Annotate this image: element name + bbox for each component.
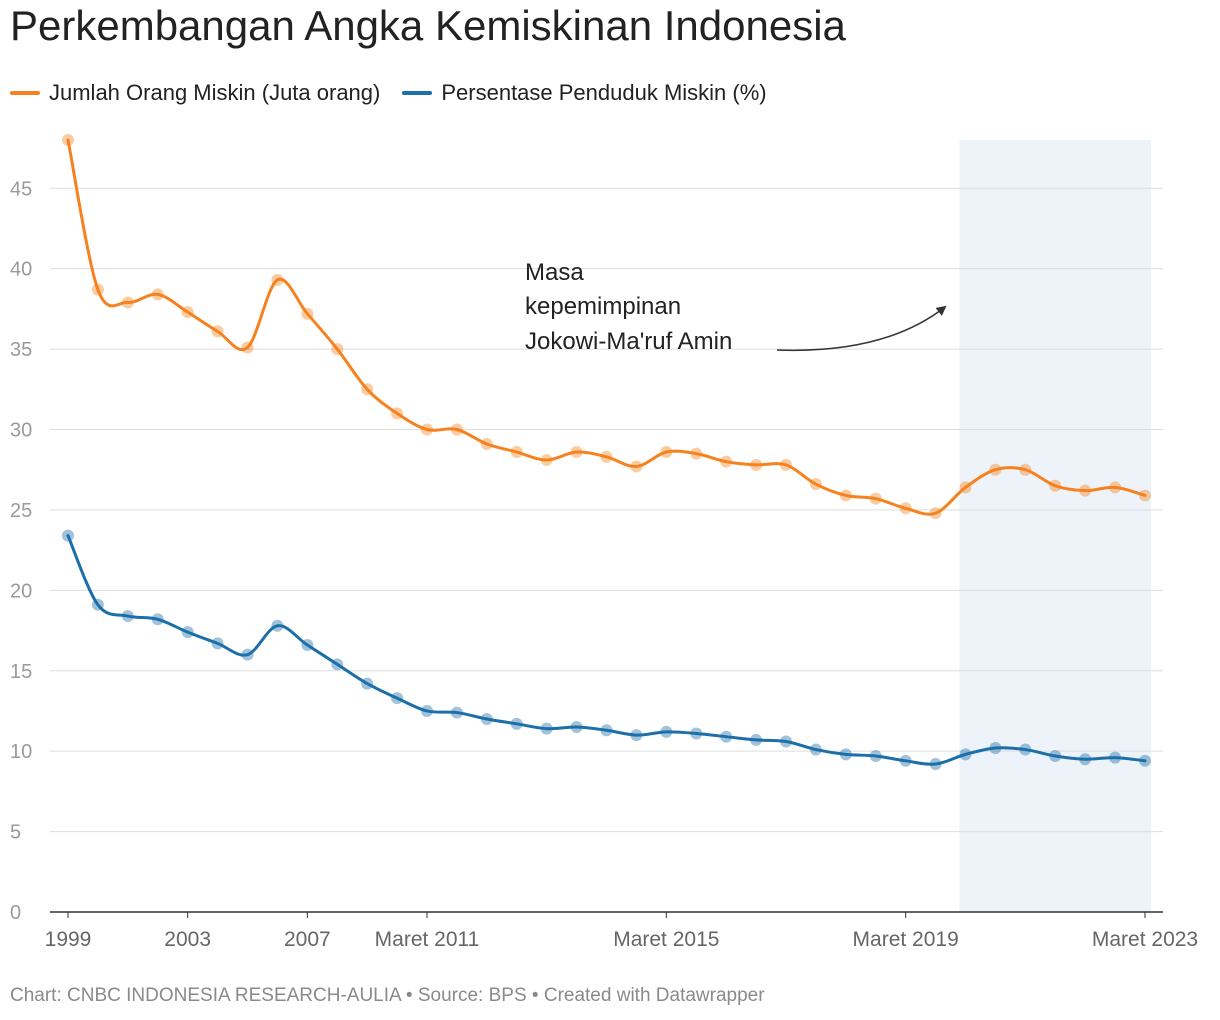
chart-title: Perkembangan Angka Kemiskinan Indonesia	[10, 2, 846, 49]
series-persentase	[62, 529, 1151, 771]
y-tick-label: 15	[10, 661, 32, 683]
y-tick-label: 35	[10, 339, 32, 361]
x-tick-label: Maret 2023	[1092, 928, 1198, 951]
line-chart: 0 5 10 15 20 25 30 35 40 45 1999 2003 2007 Maret 201…	[10, 134, 1198, 951]
x-tick-label: 2003	[164, 928, 211, 951]
y-tick-label: 20	[10, 580, 32, 602]
legend-item-jumlah: Jumlah Orang Miskin (Juta orang)	[10, 80, 380, 106]
annotation-arrow	[776, 305, 947, 352]
annotation: Masa kepemimpinan Jokowi-Ma'ruf Amin	[525, 259, 947, 355]
legend-item-persentase: Persentase Penduduk Miskin (%)	[402, 80, 767, 106]
x-tick-label: 2007	[284, 928, 331, 951]
gridlines	[50, 187, 1163, 833]
chart-footer: Chart: CNBC INDONESIA RESEARCH-AULIA • S…	[10, 985, 765, 1006]
legend-label-persentase: Persentase Penduduk Miskin (%)	[441, 80, 767, 105]
legend-label-jumlah: Jumlah Orang Miskin (Juta orang)	[49, 80, 381, 105]
y-tick-label: 5	[10, 822, 21, 844]
y-tick-label: 10	[10, 741, 32, 763]
y-axis-ticks: 0 5 10 15 20 25 30 35 40 45	[10, 178, 32, 924]
x-tick-label: Maret 2015	[613, 928, 719, 951]
x-tick-label: Maret 2011	[375, 928, 480, 951]
annotation-line-1: Masa	[525, 259, 584, 286]
series-jumlah	[62, 134, 1151, 520]
legend: Jumlah Orang Miskin (Juta orang) Persent…	[10, 80, 767, 106]
series-line	[66, 534, 1147, 766]
annotation-line-2: kepemimpinan	[525, 293, 681, 320]
legend-swatch-persentase	[402, 91, 433, 95]
annotation-line-3: Jokowi-Ma'ruf Amin	[525, 328, 732, 355]
x-tick-label: 1999	[45, 928, 92, 951]
y-tick-label: 30	[10, 420, 32, 442]
series-line	[66, 138, 1147, 516]
highlight-band	[959, 140, 1151, 912]
legend-swatch-jumlah	[10, 91, 40, 95]
y-tick-label: 45	[10, 178, 32, 200]
y-tick-label: 40	[10, 259, 32, 281]
x-axis-ticks: 1999 2003 2007 Maret 2011 Maret 2015 Maret 20…	[45, 912, 1198, 951]
series-group	[62, 134, 1151, 771]
x-tick-label: Maret 2019	[853, 928, 959, 951]
y-tick-label: 25	[10, 500, 32, 522]
y-tick-label: 0	[10, 902, 21, 924]
